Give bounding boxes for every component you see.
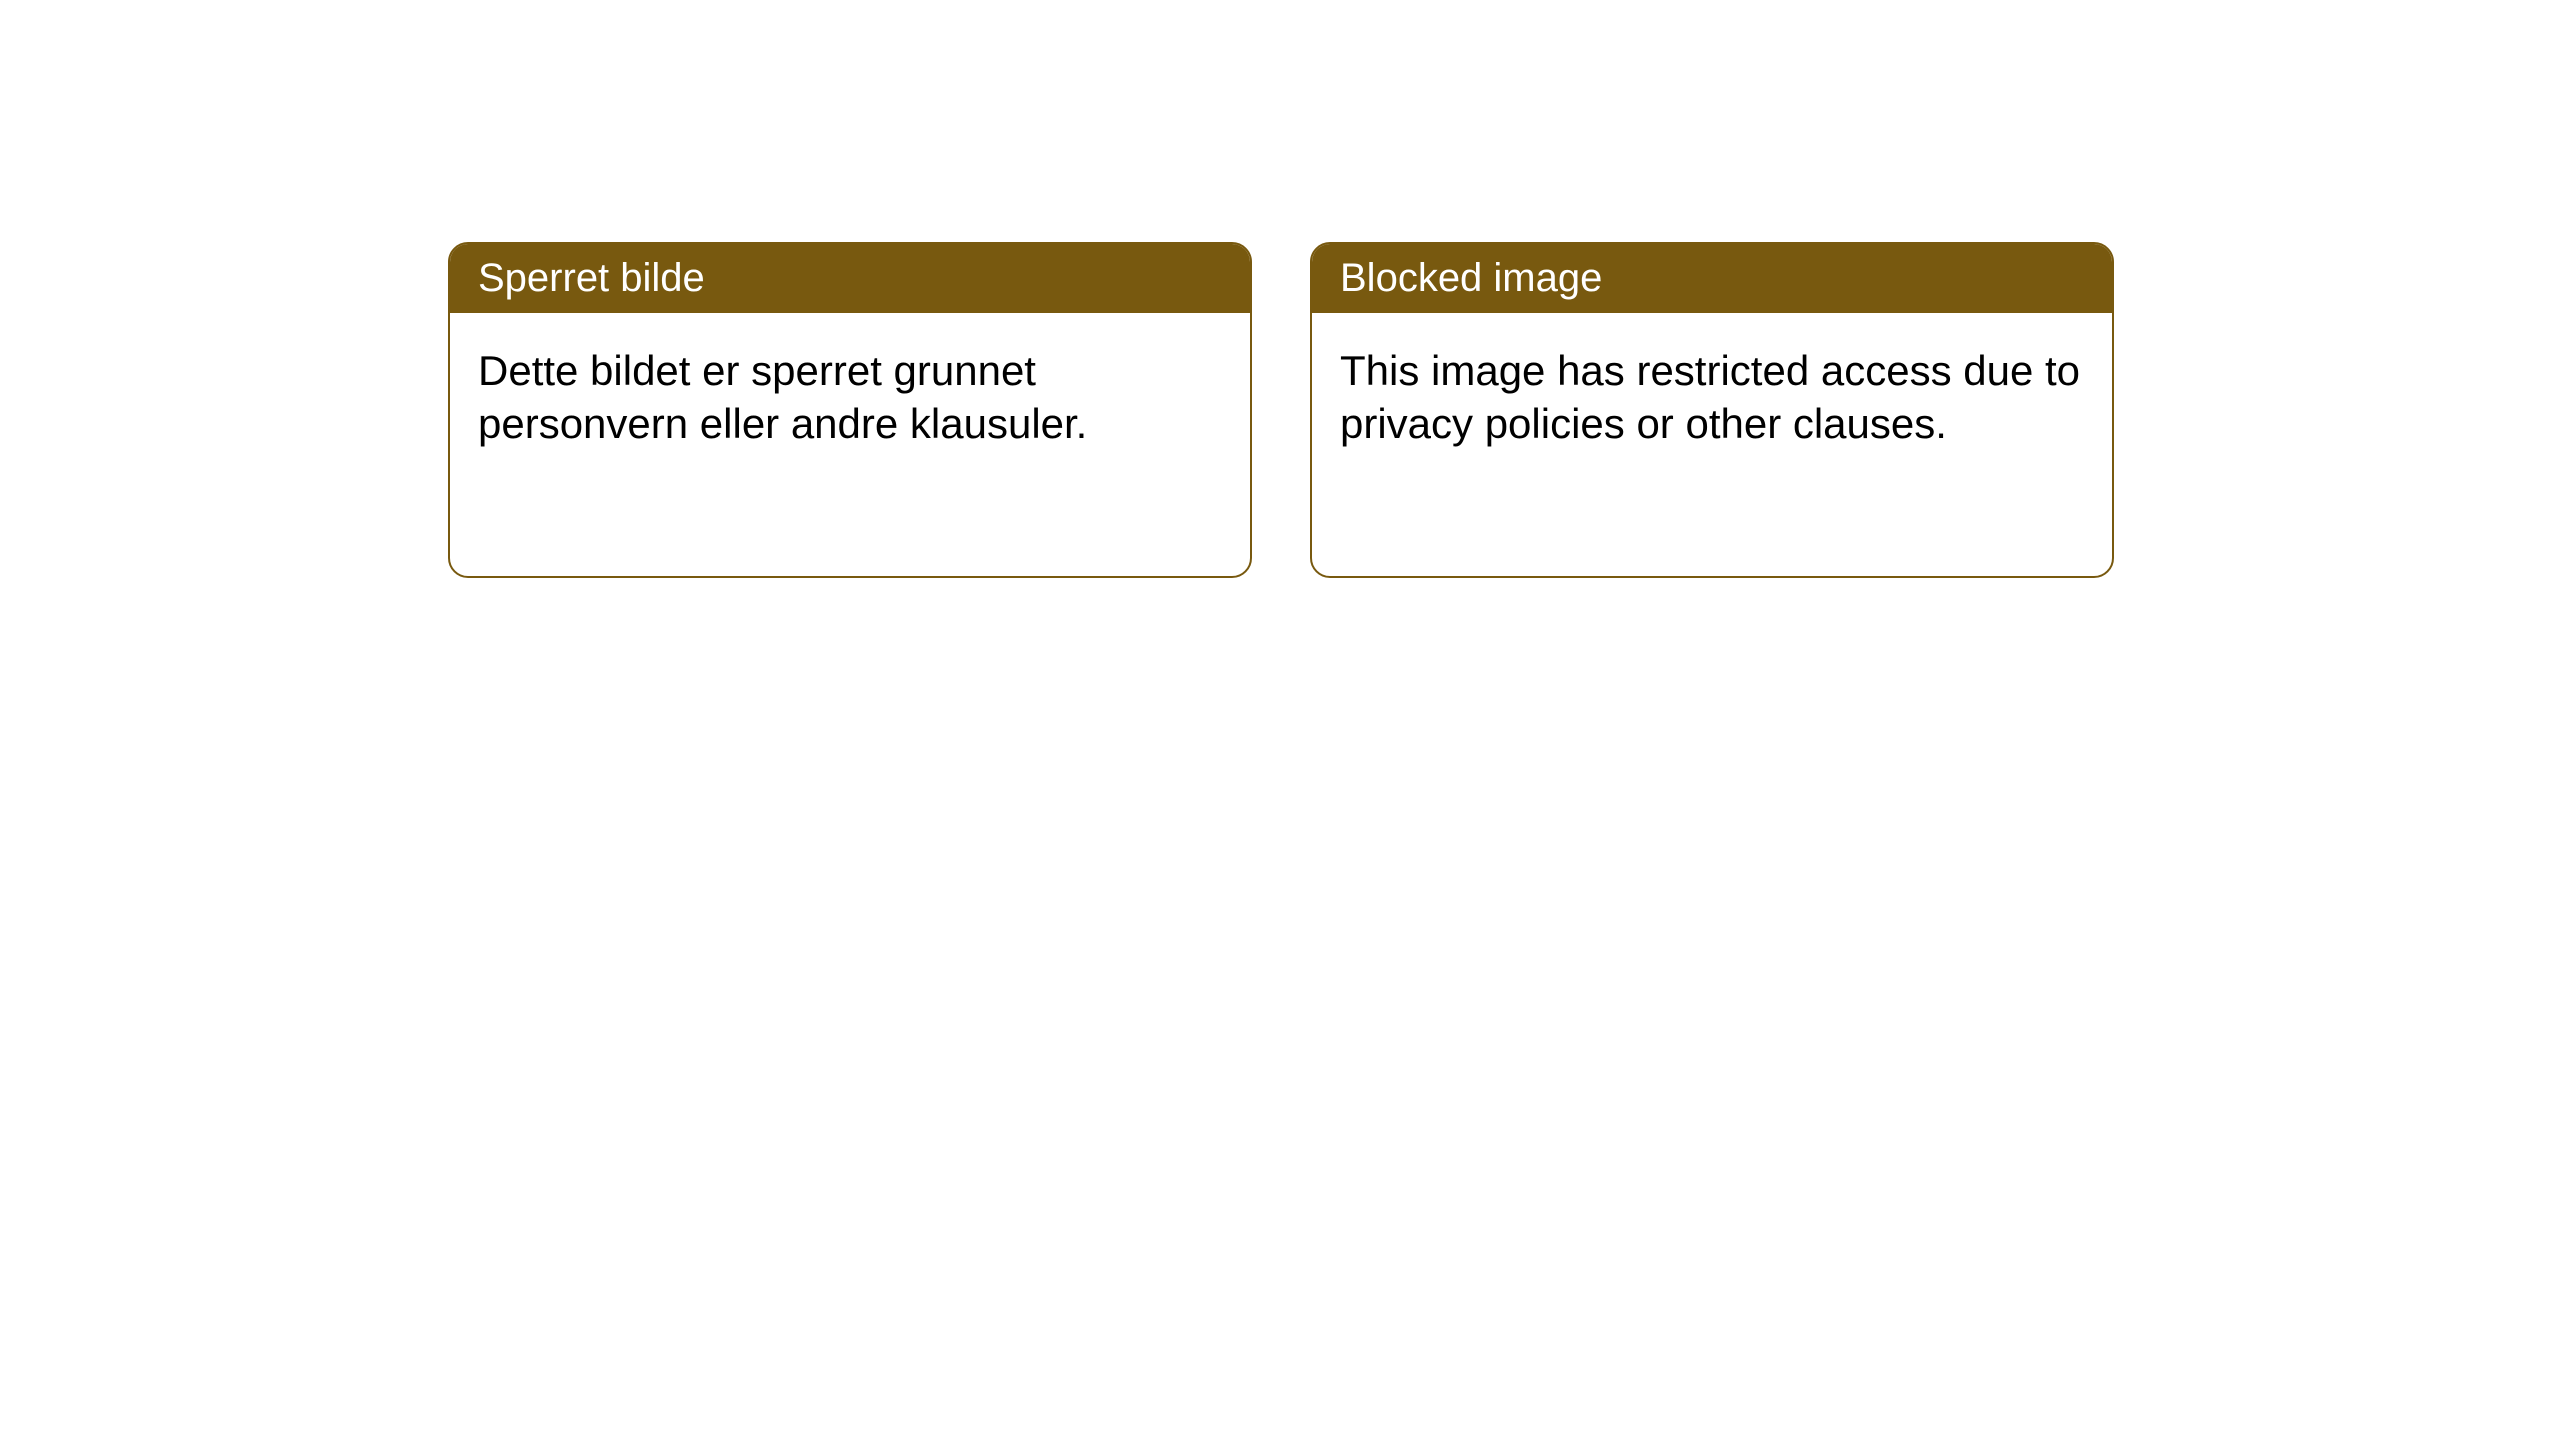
card-body-text: This image has restricted access due to … — [1340, 347, 2080, 447]
card-body: This image has restricted access due to … — [1312, 313, 2112, 482]
card-header: Blocked image — [1312, 244, 2112, 313]
notice-cards-container: Sperret bilde Dette bildet er sperret gr… — [448, 242, 2114, 578]
blocked-image-card-no: Sperret bilde Dette bildet er sperret gr… — [448, 242, 1252, 578]
card-header: Sperret bilde — [450, 244, 1250, 313]
card-body-text: Dette bildet er sperret grunnet personve… — [478, 347, 1087, 447]
blocked-image-card-en: Blocked image This image has restricted … — [1310, 242, 2114, 578]
card-title: Sperret bilde — [478, 256, 705, 300]
card-title: Blocked image — [1340, 256, 1602, 300]
card-body: Dette bildet er sperret grunnet personve… — [450, 313, 1250, 482]
